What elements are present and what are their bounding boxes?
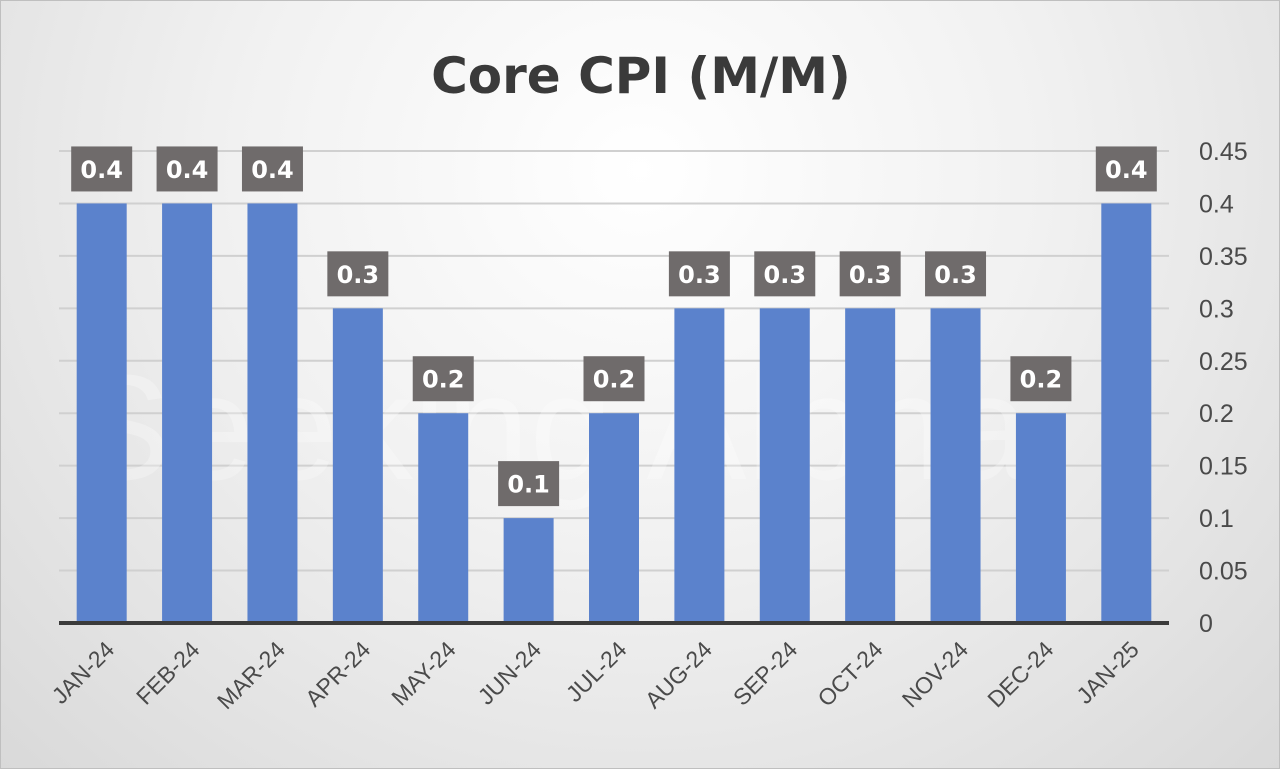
data-label: 0.2 — [1010, 356, 1072, 402]
data-label-text: 0.4 — [166, 156, 209, 184]
x-category-label: JUN-24 — [473, 636, 547, 710]
data-label: 0.2 — [412, 356, 474, 402]
data-label-box — [839, 251, 901, 297]
bar-may-24 — [418, 413, 469, 623]
bar-jul-24 — [589, 413, 639, 623]
data-label: 0.4 — [1095, 146, 1157, 192]
x-category-label: APR-24 — [300, 636, 375, 711]
x-category-label: MAR-24 — [212, 636, 290, 714]
data-label-box — [327, 251, 389, 297]
x-category-label: DEC-24 — [982, 636, 1058, 712]
bar-apr-24 — [332, 308, 383, 623]
chart-title: Core CPI (M/M) — [431, 47, 851, 105]
x-category-label: NOV-24 — [897, 636, 973, 712]
y-tick-label: 0.15 — [1199, 453, 1248, 481]
bar-jan-25 — [1101, 203, 1152, 623]
data-label: 0.4 — [71, 146, 133, 192]
x-axis-category-labels: JAN-24 FEB-24 MAR-24 APR-24 MAY-24 JUN-24 JUL-… — [47, 636, 1144, 714]
data-label-text: 0.3 — [764, 261, 807, 289]
data-label-box — [241, 146, 303, 192]
y-tick-label: 0.4 — [1199, 190, 1234, 218]
data-label-box — [668, 251, 730, 297]
data-label-text: 0.3 — [934, 261, 977, 289]
y-tick-label: 0.45 — [1199, 138, 1248, 166]
data-label-box — [498, 461, 560, 507]
data-label: 0.3 — [327, 251, 389, 297]
data-label-text: 0.3 — [678, 261, 721, 289]
data-label-box — [583, 356, 645, 402]
bar-aug-24 — [674, 308, 725, 623]
x-category-label: JAN-25 — [1071, 636, 1144, 709]
bar-jun-24 — [503, 518, 554, 623]
x-category-label: MAY-24 — [386, 636, 461, 711]
data-label-box — [71, 146, 133, 192]
data-label: 0.3 — [754, 251, 816, 297]
y-tick-label: 0.1 — [1199, 505, 1234, 533]
bar-jan-24 — [76, 203, 127, 623]
data-label-box — [156, 146, 218, 192]
data-label-text: 0.4 — [1105, 156, 1148, 184]
data-label-text: 0.2 — [1020, 366, 1063, 394]
data-label: 0.3 — [839, 251, 901, 297]
x-category-label: JUL-24 — [561, 636, 632, 707]
y-tick-label: 0.3 — [1199, 295, 1234, 323]
data-label-text: 0.3 — [849, 261, 892, 289]
y-tick-label: 0.35 — [1199, 243, 1248, 271]
data-label: 0.4 — [156, 146, 218, 192]
data-label: 0.1 — [498, 461, 560, 507]
data-label: 0.2 — [583, 356, 645, 402]
data-label-text: 0.4 — [251, 156, 294, 184]
data-label: 0.3 — [668, 251, 730, 297]
y-tick-label: 0.2 — [1199, 400, 1234, 428]
data-label-box — [925, 251, 987, 297]
x-category-label: OCT-24 — [812, 636, 887, 711]
x-category-label: SEP-24 — [728, 636, 803, 711]
bar-oct-24 — [845, 308, 896, 623]
y-tick-label: 0 — [1199, 610, 1213, 638]
data-label-box — [754, 251, 816, 297]
x-category-label: FEB-24 — [131, 636, 205, 710]
data-label-text: 0.2 — [422, 366, 465, 394]
data-label-box — [1095, 146, 1157, 192]
y-axis-tick-labels: 0 0.05 0.1 0.15 0.2 0.25 0.3 0.35 0.4 0.45 — [1199, 138, 1248, 638]
data-label-box — [1010, 356, 1072, 402]
bar-mar-24 — [247, 203, 298, 623]
data-label-text: 0.2 — [593, 366, 636, 394]
x-category-label: JAN-24 — [47, 636, 120, 709]
y-tick-label: 0.25 — [1199, 348, 1248, 376]
data-label-box — [412, 356, 474, 402]
bars — [76, 203, 1152, 623]
x-category-label: AUG-24 — [640, 636, 717, 713]
data-label-text: 0.3 — [337, 261, 380, 289]
bar-dec-24 — [1015, 413, 1066, 623]
data-label-text: 0.4 — [80, 156, 123, 184]
data-labels: 0.4 0.4 0.4 0.3 0.2 0.1 0.2 0.3 0.3 0.3 0.3 0.2 0.4 — [71, 146, 1157, 507]
data-label-text: 0.1 — [507, 471, 550, 499]
data-label: 0.4 — [241, 146, 303, 192]
y-tick-label: 0.05 — [1199, 558, 1248, 586]
bar-nov-24 — [930, 308, 981, 623]
data-label: 0.3 — [925, 251, 987, 297]
bar-feb-24 — [162, 203, 213, 623]
bar-sep-24 — [759, 308, 810, 623]
